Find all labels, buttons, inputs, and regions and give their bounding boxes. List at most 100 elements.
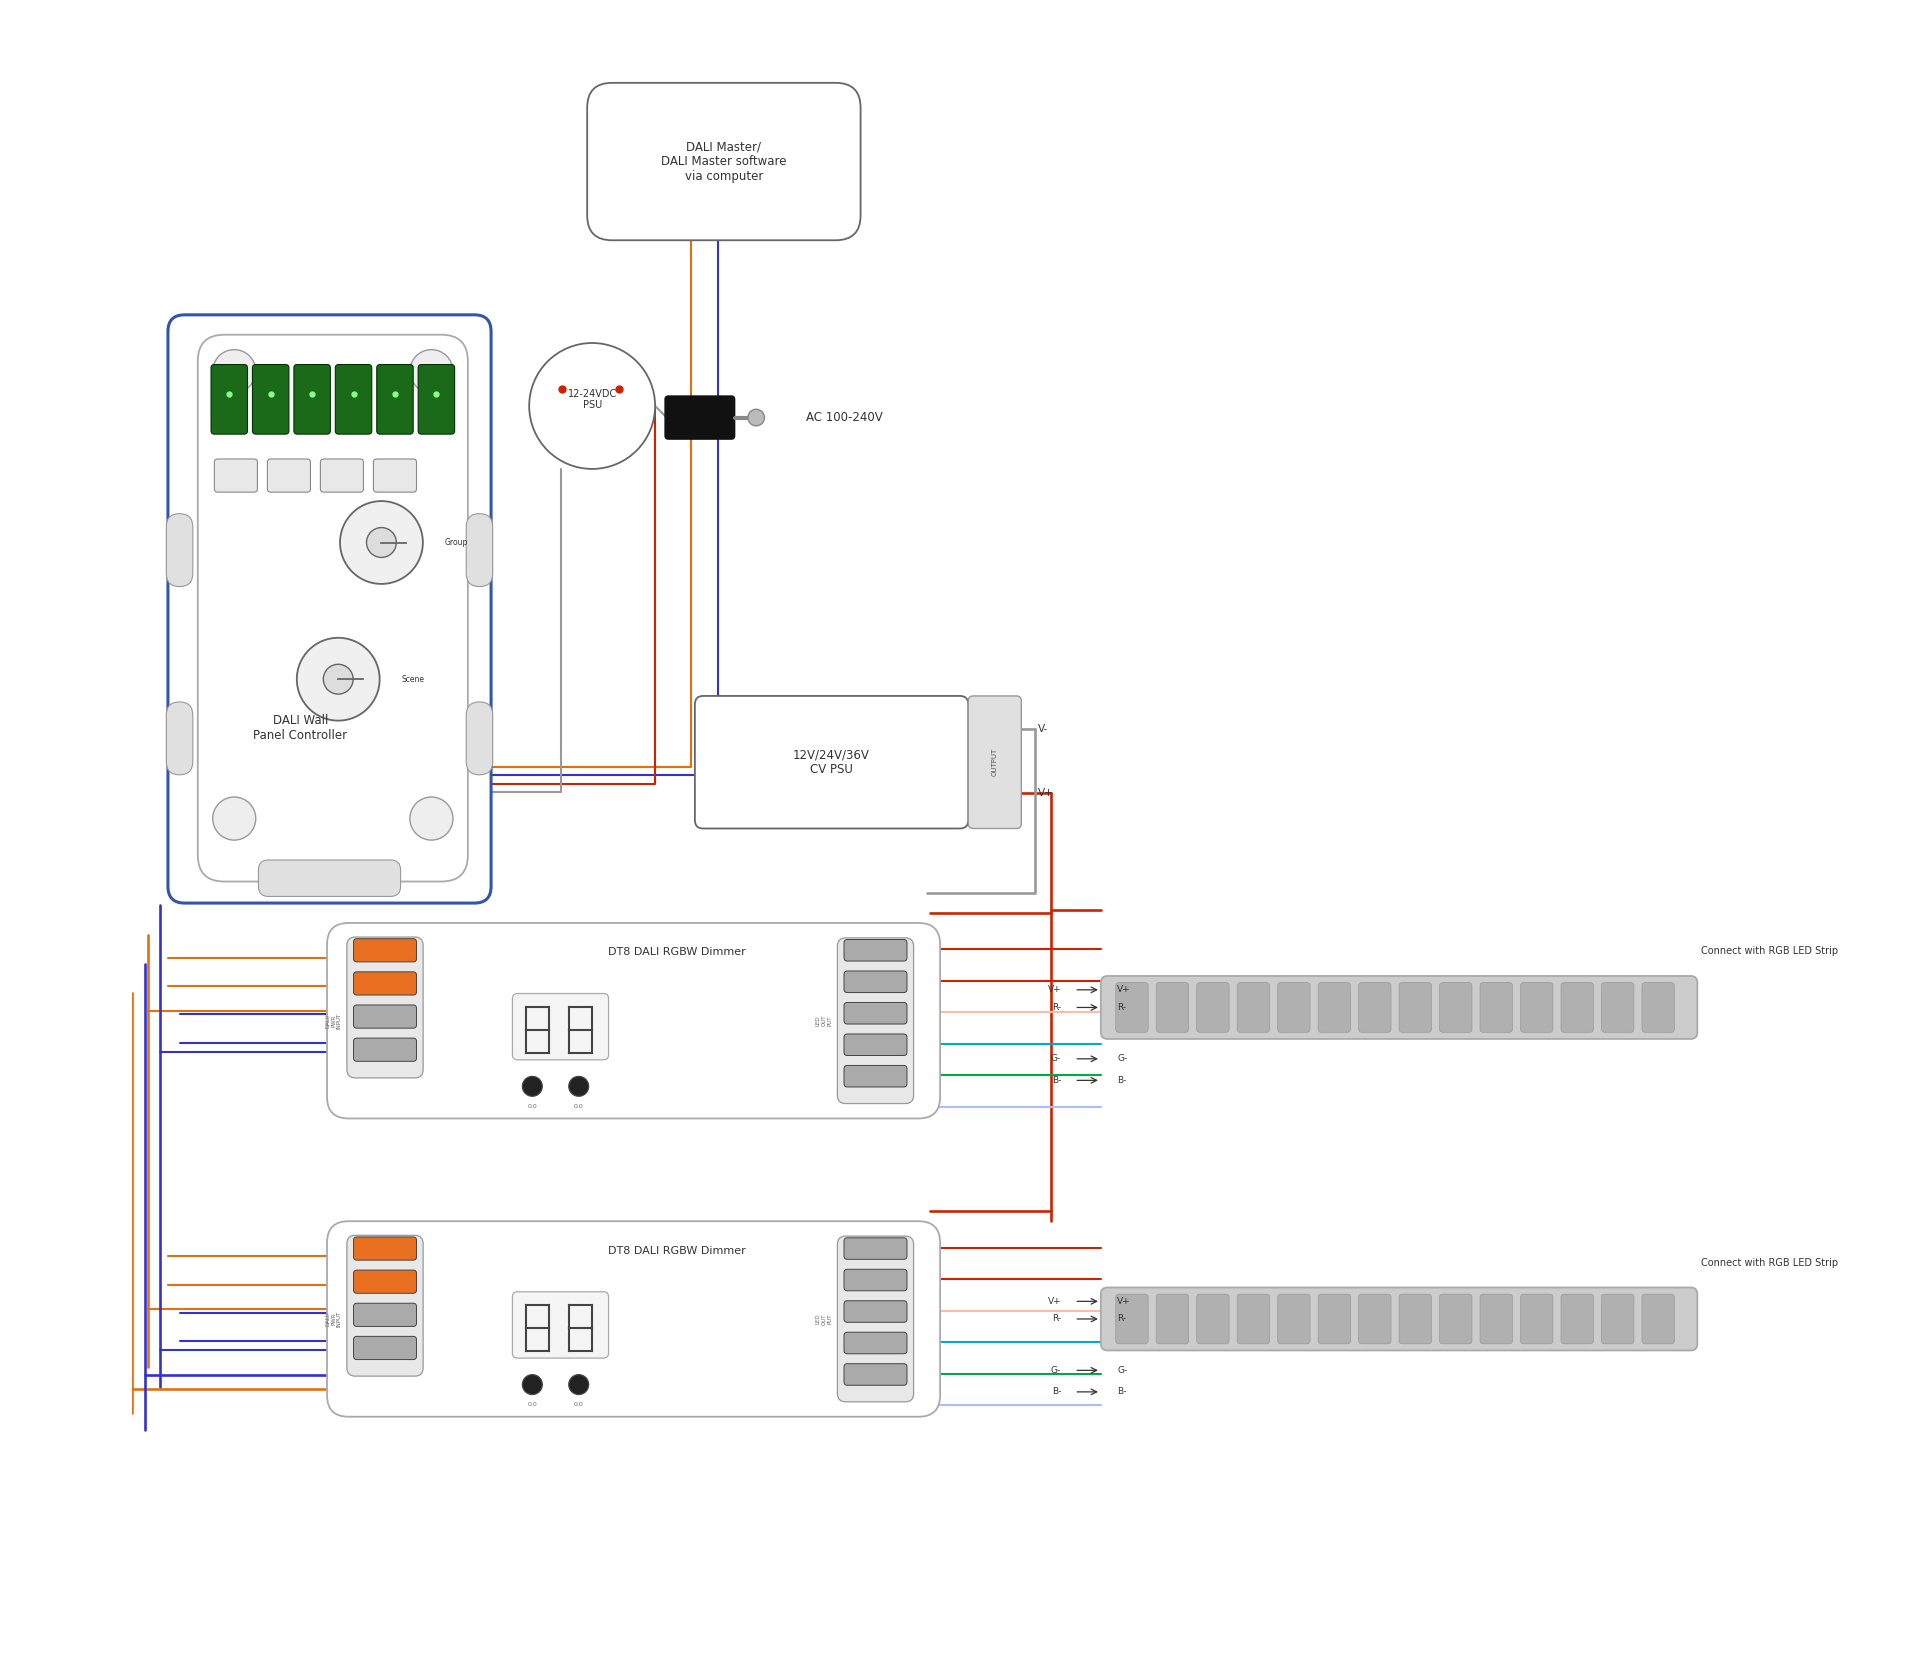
FancyBboxPatch shape <box>353 1004 417 1027</box>
Text: Scene: Scene <box>401 674 424 684</box>
FancyBboxPatch shape <box>1277 983 1309 1032</box>
FancyBboxPatch shape <box>211 365 248 434</box>
Text: V-: V- <box>1039 724 1048 734</box>
Text: R-: R- <box>1117 1314 1127 1324</box>
FancyBboxPatch shape <box>353 938 417 961</box>
FancyBboxPatch shape <box>1480 1294 1513 1344</box>
Text: V+: V+ <box>1048 986 1062 994</box>
FancyBboxPatch shape <box>1561 983 1594 1032</box>
FancyBboxPatch shape <box>419 365 455 434</box>
Text: V+: V+ <box>1048 1297 1062 1306</box>
FancyBboxPatch shape <box>1400 983 1432 1032</box>
Text: R-: R- <box>1052 1002 1062 1012</box>
Text: B-: B- <box>1052 1387 1062 1397</box>
FancyBboxPatch shape <box>1359 983 1390 1032</box>
FancyBboxPatch shape <box>294 365 330 434</box>
Text: 12-24VDC
PSU: 12-24VDC PSU <box>568 388 616 411</box>
Circle shape <box>409 797 453 840</box>
Circle shape <box>530 343 655 469</box>
FancyBboxPatch shape <box>845 1065 906 1087</box>
FancyBboxPatch shape <box>845 1002 906 1024</box>
FancyBboxPatch shape <box>1100 1287 1697 1350</box>
FancyBboxPatch shape <box>1116 1294 1148 1344</box>
FancyBboxPatch shape <box>1236 1294 1269 1344</box>
FancyBboxPatch shape <box>215 459 257 492</box>
FancyBboxPatch shape <box>336 365 372 434</box>
FancyBboxPatch shape <box>353 971 417 994</box>
FancyBboxPatch shape <box>1400 1294 1432 1344</box>
FancyBboxPatch shape <box>353 1302 417 1326</box>
FancyBboxPatch shape <box>372 459 417 492</box>
Text: Group: Group <box>444 539 468 547</box>
Text: B-: B- <box>1117 1075 1127 1085</box>
FancyBboxPatch shape <box>845 1269 906 1291</box>
Circle shape <box>367 527 396 557</box>
FancyBboxPatch shape <box>1642 1294 1674 1344</box>
FancyBboxPatch shape <box>664 396 735 439</box>
FancyBboxPatch shape <box>1236 983 1269 1032</box>
Text: G-: G- <box>1050 1054 1062 1064</box>
FancyBboxPatch shape <box>845 1364 906 1385</box>
Text: V+: V+ <box>1039 787 1054 797</box>
FancyBboxPatch shape <box>353 1236 417 1261</box>
Circle shape <box>323 664 353 694</box>
FancyBboxPatch shape <box>167 514 192 587</box>
Text: 12V/24V/36V
CV PSU: 12V/24V/36V CV PSU <box>793 749 870 775</box>
Circle shape <box>298 638 380 721</box>
Text: G-: G- <box>1050 1365 1062 1375</box>
FancyBboxPatch shape <box>1156 1294 1188 1344</box>
Circle shape <box>568 1077 589 1097</box>
Text: Connect with RGB LED Strip: Connect with RGB LED Strip <box>1701 946 1837 956</box>
FancyBboxPatch shape <box>353 1336 417 1359</box>
Text: DT8 DALI RGBW Dimmer: DT8 DALI RGBW Dimmer <box>607 948 745 958</box>
FancyBboxPatch shape <box>167 703 192 775</box>
Circle shape <box>340 500 422 583</box>
FancyBboxPatch shape <box>1561 1294 1594 1344</box>
Text: DALI Wall
Panel Controller: DALI Wall Panel Controller <box>253 714 348 742</box>
FancyBboxPatch shape <box>1196 1294 1229 1344</box>
Text: R-: R- <box>1052 1314 1062 1324</box>
Text: LED
OUT
PUT: LED OUT PUT <box>816 1314 833 1324</box>
Text: OUTPUT: OUTPUT <box>993 747 998 777</box>
FancyBboxPatch shape <box>348 1236 422 1375</box>
FancyBboxPatch shape <box>259 860 401 896</box>
FancyBboxPatch shape <box>1156 983 1188 1032</box>
FancyBboxPatch shape <box>267 459 311 492</box>
FancyBboxPatch shape <box>1521 983 1553 1032</box>
FancyBboxPatch shape <box>1319 983 1350 1032</box>
Circle shape <box>213 350 255 393</box>
FancyBboxPatch shape <box>376 365 413 434</box>
FancyBboxPatch shape <box>845 1301 906 1322</box>
Circle shape <box>522 1375 541 1395</box>
FancyBboxPatch shape <box>252 365 288 434</box>
FancyBboxPatch shape <box>1521 1294 1553 1344</box>
Text: V+: V+ <box>1117 1297 1131 1306</box>
Circle shape <box>749 409 764 426</box>
FancyBboxPatch shape <box>695 696 968 828</box>
FancyBboxPatch shape <box>326 923 941 1118</box>
Text: 0.0: 0.0 <box>528 1104 538 1109</box>
FancyBboxPatch shape <box>1277 1294 1309 1344</box>
FancyBboxPatch shape <box>837 938 914 1104</box>
FancyBboxPatch shape <box>513 994 609 1060</box>
Text: DALI/
PWR
INPUT: DALI/ PWR INPUT <box>324 1311 342 1327</box>
Circle shape <box>409 350 453 393</box>
FancyBboxPatch shape <box>1440 983 1473 1032</box>
Text: DALI Master/
DALI Master software
via computer: DALI Master/ DALI Master software via co… <box>660 141 787 182</box>
FancyBboxPatch shape <box>1440 1294 1473 1344</box>
Text: AC 100-240V: AC 100-240V <box>806 411 883 424</box>
FancyBboxPatch shape <box>1642 983 1674 1032</box>
Text: B-: B- <box>1052 1075 1062 1085</box>
Circle shape <box>213 797 255 840</box>
FancyBboxPatch shape <box>321 459 363 492</box>
FancyBboxPatch shape <box>1359 1294 1390 1344</box>
Text: DT8 DALI RGBW Dimmer: DT8 DALI RGBW Dimmer <box>607 1246 745 1256</box>
FancyBboxPatch shape <box>513 1292 609 1359</box>
FancyBboxPatch shape <box>353 1037 417 1060</box>
Text: LED
OUT
PUT: LED OUT PUT <box>816 1016 833 1026</box>
Text: R-: R- <box>1117 1002 1127 1012</box>
Text: 0.0: 0.0 <box>574 1104 584 1109</box>
FancyBboxPatch shape <box>326 1221 941 1417</box>
Text: Connect with RGB LED Strip: Connect with RGB LED Strip <box>1701 1258 1837 1268</box>
FancyBboxPatch shape <box>845 971 906 993</box>
